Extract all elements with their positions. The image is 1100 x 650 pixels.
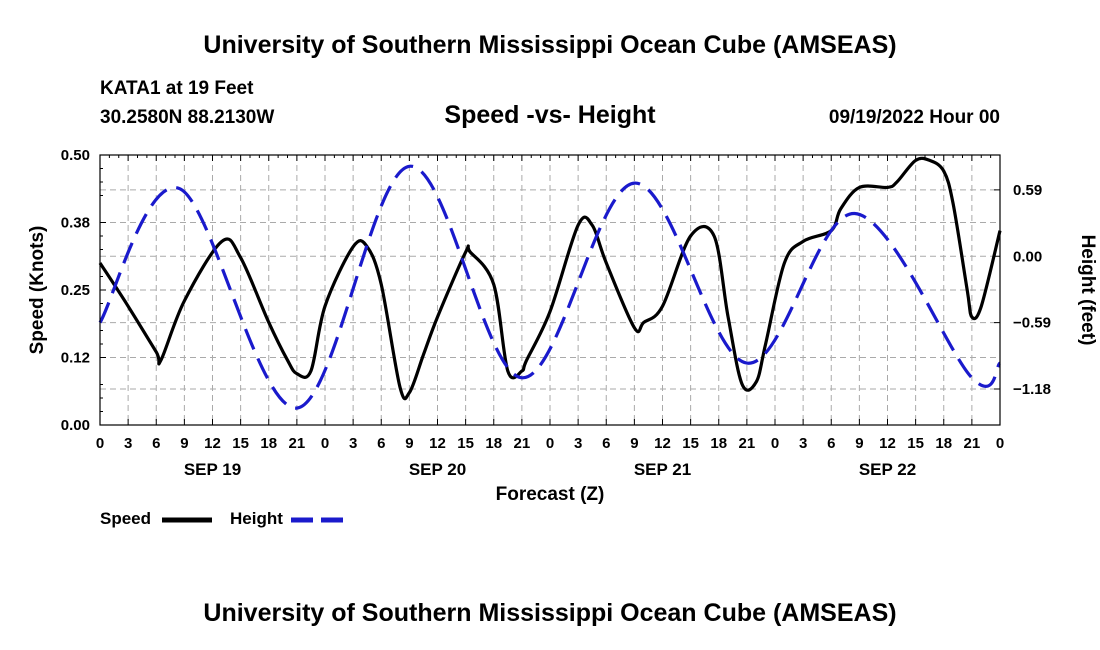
legend: Speed Height xyxy=(100,509,343,528)
x-tick-label: 18 xyxy=(710,435,727,452)
legend-label-speed: Speed xyxy=(100,509,151,528)
x-tick-label: 12 xyxy=(879,435,896,452)
x-tick-label: 15 xyxy=(682,435,699,452)
y2-axis-label: Height (feet) xyxy=(1077,235,1098,346)
x-tick-label: 9 xyxy=(630,435,638,452)
chart-title: University of Southern Mississippi Ocean… xyxy=(203,31,897,59)
x-tick-label: 0 xyxy=(996,435,1004,452)
legend-label-height: Height xyxy=(230,509,283,528)
x-tick-label: 12 xyxy=(654,435,671,452)
y-tick-label: 0.00 xyxy=(61,417,90,434)
x-tick-label: 6 xyxy=(152,435,160,452)
footer-title: University of Southern Mississippi Ocean… xyxy=(203,599,897,627)
height-series-line xyxy=(98,164,1002,410)
tick-layer: 0 3 6 9 12 15 18 21 0 3 6 9 12 15 18 21 0 3 6 9 12 15 18 21 0 3 6 9… xyxy=(61,147,1051,479)
y2-tick-label: 0.00 xyxy=(1013,248,1042,265)
y-tick-label: 0.50 xyxy=(61,147,90,164)
x-tick-label: 18 xyxy=(485,435,502,452)
series-layer xyxy=(98,156,1002,410)
chart-subtitle: Speed -vs- Height xyxy=(444,101,656,129)
x-tick-label: 3 xyxy=(124,435,132,452)
x-tick-label: 12 xyxy=(429,435,446,452)
x-tick-label: 21 xyxy=(964,435,981,452)
x-tick-label: 6 xyxy=(602,435,610,452)
x-tick-label: 18 xyxy=(260,435,277,452)
day-label: SEP 21 xyxy=(634,460,691,479)
x-tick-label: 0 xyxy=(546,435,554,452)
forecast-datetime: 09/19/2022 Hour 00 xyxy=(828,107,1000,128)
y2-tick-label: 0.59 xyxy=(1013,182,1042,199)
x-tick-label: 15 xyxy=(232,435,249,452)
x-tick-label: 15 xyxy=(907,435,924,452)
x-tick-label: 21 xyxy=(739,435,756,452)
y-tick-label: 0.38 xyxy=(61,215,90,232)
x-tick-label: 3 xyxy=(349,435,357,452)
x-tick-label: 21 xyxy=(514,435,531,452)
day-label: SEP 22 xyxy=(859,460,916,479)
speed-series-line xyxy=(98,156,1002,401)
y2-tick-label: −1.18 xyxy=(1013,381,1051,398)
day-label: SEP 20 xyxy=(409,460,466,479)
x-tick-label: 9 xyxy=(405,435,413,452)
x-tick-label: 6 xyxy=(377,435,385,452)
x-tick-label: 0 xyxy=(321,435,329,452)
coordinates-label: 30.2580N 88.2130W xyxy=(100,107,275,128)
x-tick-label: 0 xyxy=(771,435,779,452)
y-axis-label: Speed (Knots) xyxy=(27,226,48,355)
grid-layer xyxy=(100,155,1000,425)
x-tick-label: 6 xyxy=(827,435,835,452)
y2-tick-label: −0.59 xyxy=(1013,315,1051,332)
x-tick-label: 15 xyxy=(457,435,474,452)
x-tick-label: 21 xyxy=(289,435,306,452)
x-tick-label: 12 xyxy=(204,435,221,452)
y-tick-label: 0.12 xyxy=(61,350,90,367)
x-tick-label: 3 xyxy=(799,435,807,452)
x-tick-label: 0 xyxy=(96,435,104,452)
station-label: KATA1 at 19 Feet xyxy=(100,78,254,99)
x-tick-label: 9 xyxy=(855,435,863,452)
x-axis-label: Forecast (Z) xyxy=(496,484,605,505)
x-tick-label: 3 xyxy=(574,435,582,452)
x-tick-label: 9 xyxy=(180,435,188,452)
x-tick-label: 18 xyxy=(935,435,952,452)
y-tick-label: 0.25 xyxy=(61,282,90,299)
day-label: SEP 19 xyxy=(184,460,241,479)
